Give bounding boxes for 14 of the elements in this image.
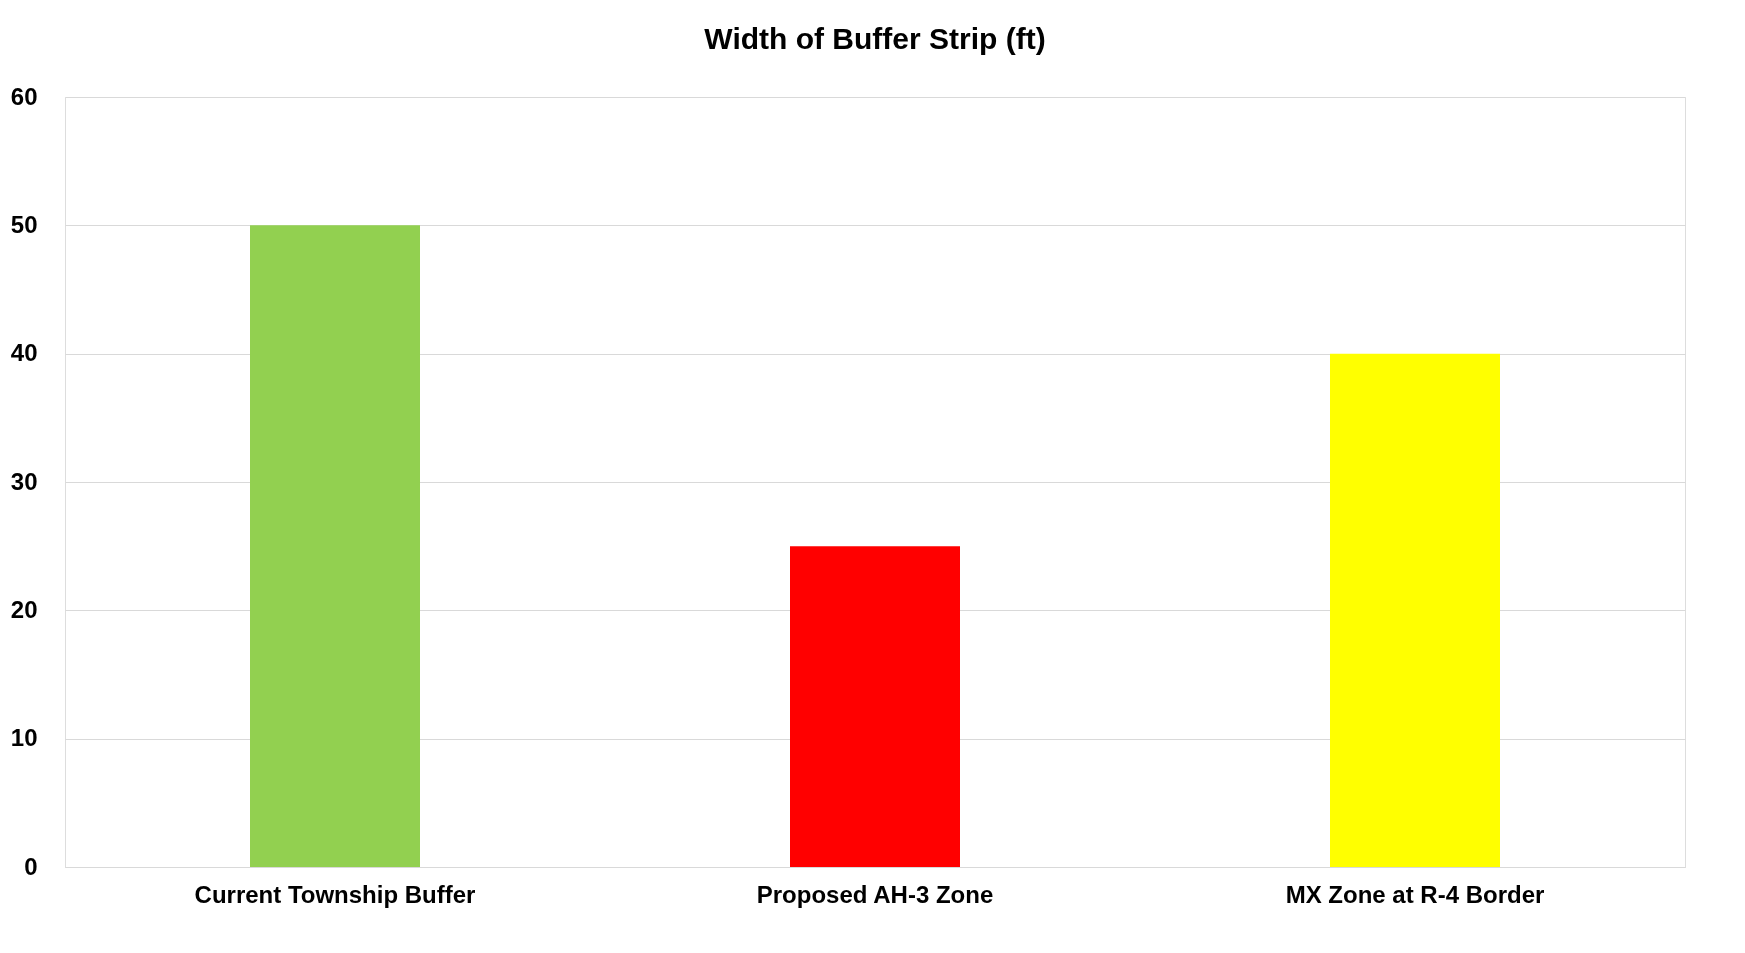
y-tick-label: 50	[10, 210, 38, 238]
y-tick-label: 40	[10, 339, 38, 367]
y-tick-label: 20	[10, 595, 38, 623]
bar	[250, 225, 420, 867]
chart-title: Width of Buffer Strip (ft)	[704, 22, 1046, 55]
y-tick-label: 10	[10, 724, 38, 752]
x-tick-label: MX Zone at R-4 Border	[1285, 880, 1545, 908]
bar	[790, 546, 960, 867]
x-tick-label: Current Township Buffer	[194, 880, 476, 908]
y-tick-label: 30	[10, 467, 38, 495]
x-tick-label: Proposed AH-3 Zone	[756, 880, 994, 908]
y-tick-label: 0	[24, 852, 38, 880]
y-tick-label: 60	[10, 82, 38, 110]
bar	[1330, 353, 1500, 867]
